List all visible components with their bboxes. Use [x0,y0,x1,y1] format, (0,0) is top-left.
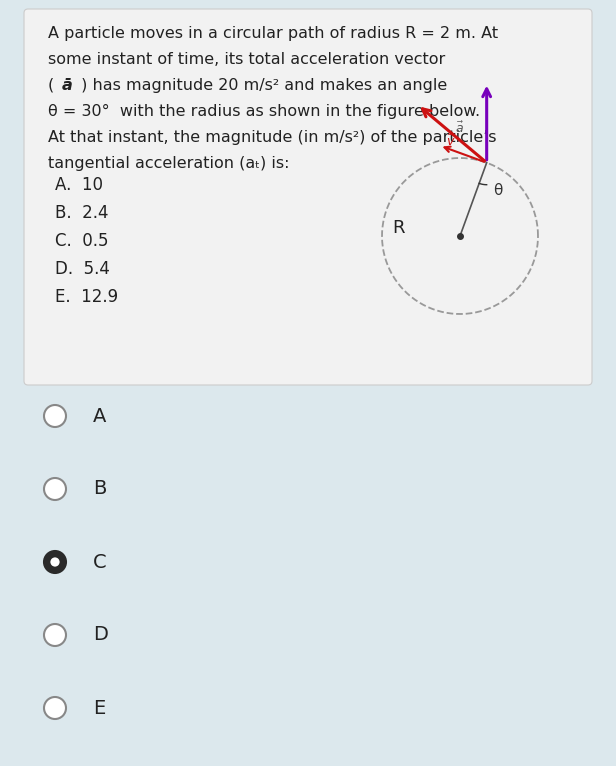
Text: A particle moves in a circular path of radius R = 2 m. At: A particle moves in a circular path of r… [48,26,498,41]
FancyBboxPatch shape [24,9,592,385]
Text: A: A [93,407,107,425]
Text: C.  0.5: C. 0.5 [55,232,108,250]
Text: D.  5.4: D. 5.4 [55,260,110,278]
Circle shape [44,551,66,573]
Text: E.  12.9: E. 12.9 [55,288,118,306]
Text: $\vec{a}$: $\vec{a}$ [455,120,465,136]
Text: E: E [93,699,105,718]
Circle shape [44,697,66,719]
Circle shape [44,624,66,646]
Text: B: B [93,480,107,499]
Text: ā: ā [62,78,73,93]
Circle shape [44,478,66,500]
Text: R: R [392,219,405,237]
Text: θ = 30°  with the radius as shown in the figure below.: θ = 30° with the radius as shown in the … [48,104,480,119]
Text: $\vec{v}$: $\vec{v}$ [446,134,455,149]
Text: tangential acceleration (aₜ) is:: tangential acceleration (aₜ) is: [48,156,290,171]
Circle shape [44,405,66,427]
Text: B.  2.4: B. 2.4 [55,204,108,222]
Text: some instant of time, its total acceleration vector: some instant of time, its total accelera… [48,52,445,67]
Text: At that instant, the magnitude (in m/s²) of the particle’s: At that instant, the magnitude (in m/s²)… [48,130,496,145]
Text: C: C [93,552,107,571]
Text: A.  10: A. 10 [55,176,103,194]
Text: D: D [93,626,108,644]
Text: ) has magnitude 20 m/s² and makes an angle: ) has magnitude 20 m/s² and makes an ang… [76,78,447,93]
Text: θ: θ [493,183,502,198]
Text: (: ( [48,78,59,93]
Circle shape [51,558,60,567]
